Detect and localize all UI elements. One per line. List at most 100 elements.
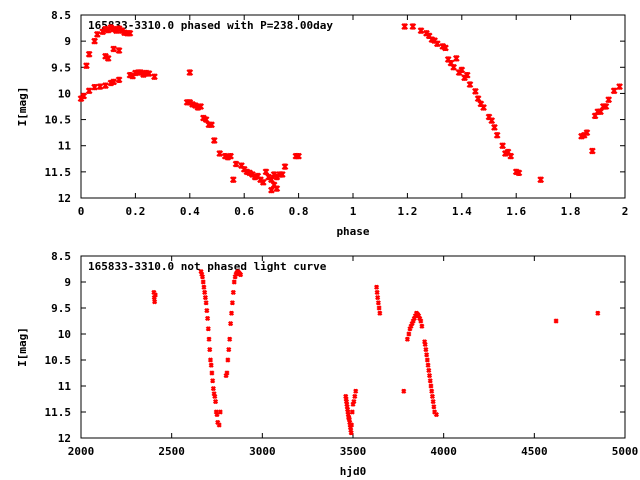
unphased-data-point (216, 422, 222, 428)
phased-data-point (537, 176, 545, 184)
phased-x-axis-label: phase (336, 225, 369, 238)
phased-data-point (85, 87, 93, 95)
phased-data-point (268, 176, 275, 184)
phased-data-point (278, 171, 286, 178)
unphased-data-point (351, 399, 357, 405)
phased-data-point (472, 87, 479, 95)
unphased-data-point (229, 300, 235, 306)
phased-data-point (229, 176, 237, 184)
unphased-data-point (401, 388, 407, 394)
unphased-data-point (374, 289, 380, 295)
phased-data-point (80, 92, 88, 100)
phased-data-point (610, 87, 618, 95)
unphased-data-point (209, 370, 215, 376)
phased-data-point (433, 40, 441, 48)
unphased-data-point (376, 305, 382, 311)
phased-data-point (597, 108, 604, 116)
unphased-data-point (375, 300, 381, 306)
unphased-data-point (429, 393, 436, 399)
unphased-data-point (202, 295, 208, 301)
phased-data-point (110, 45, 118, 53)
phased-data-point (488, 117, 496, 124)
unphased-data-point (207, 347, 213, 353)
phased-data-point (616, 83, 623, 91)
phased-data-point (126, 29, 134, 37)
unphased-data-point (231, 279, 237, 285)
phased-data-point (91, 83, 98, 91)
unphased-data-point (199, 274, 206, 280)
unphased-y-tick-label: 9 (64, 276, 71, 289)
unphased-light-curve-panel: 2000 2500 3000 3500 4000 4500 5000 8.5 9 9.5 10 10.… (16, 250, 638, 478)
phased-y-tick-label: 9 (64, 35, 71, 48)
unphased-data-point (431, 404, 437, 410)
unphased-data-point (426, 373, 433, 379)
unphased-data-point (201, 284, 207, 290)
unphased-data-point (349, 409, 355, 415)
unphased-data-point (152, 299, 158, 305)
unphased-data-point (377, 310, 383, 316)
phased-data-point (210, 137, 218, 144)
phased-data-point (493, 131, 501, 139)
phased-data-point (83, 62, 90, 70)
unphased-data-point (419, 323, 425, 329)
unphased-x-tick-label: 5000 (612, 445, 639, 458)
phased-data-point (115, 76, 123, 84)
phased-x-tick-label: 0 (78, 205, 85, 218)
phased-data-point (91, 37, 98, 45)
phased-data-point (452, 55, 460, 62)
unphased-x-axis-label: hjd0 (340, 465, 367, 478)
unphased-chart-title: 165833-3310.0 not phased light curve (88, 260, 327, 273)
phased-data-point (227, 152, 234, 160)
phased-data-point (417, 27, 425, 35)
unphased-data-point (433, 412, 439, 418)
phased-data-point (104, 55, 112, 62)
phased-data-point (605, 96, 613, 104)
unphased-data-point (203, 300, 209, 306)
phased-y-tick-label: 11.5 (45, 166, 72, 179)
phased-data-point (480, 104, 487, 111)
unphased-data-point (228, 310, 235, 316)
phased-data-point (110, 78, 118, 86)
phased-data-point (202, 116, 210, 123)
phased-data-point (259, 178, 267, 186)
unphased-data-point (237, 272, 244, 278)
phased-x-tick-label: 0.4 (180, 205, 200, 218)
phased-data-point (474, 95, 482, 103)
unphased-y-tick-label: 11 (58, 380, 72, 393)
phased-data-point (450, 63, 458, 71)
unphased-x-tick-label: 4000 (430, 445, 457, 458)
unphased-y-tick-label: 10.5 (45, 354, 72, 367)
phased-x-tick-label: 1.4 (452, 205, 472, 218)
unphased-data-point (204, 308, 210, 314)
phased-data-point (583, 129, 591, 137)
phased-y-tick-label: 11 (58, 140, 72, 153)
phased-x-tick-label: 1.8 (561, 205, 581, 218)
phased-data-point (85, 50, 93, 58)
unphased-data-point (429, 388, 435, 394)
phased-data-point (442, 44, 449, 52)
unphased-data-point (212, 393, 218, 399)
unphased-data-point (204, 315, 211, 321)
unphased-data-point (348, 422, 355, 428)
phased-x-tick-label: 1.6 (506, 205, 526, 218)
unphased-data-point (212, 399, 219, 405)
unphased-y-tick-label: 11.5 (45, 406, 72, 419)
unphased-data-point (424, 357, 430, 363)
unphased-data-point (227, 336, 233, 342)
unphased-x-tick-label: 4500 (521, 445, 548, 458)
unphased-data-point (200, 279, 206, 285)
unphased-data-point (228, 321, 234, 327)
phased-data-point (115, 47, 123, 54)
unphased-data-point (210, 386, 216, 392)
phased-data-point (491, 124, 498, 131)
unphased-y-axis-label: I[mag] (16, 327, 29, 367)
unphased-data-point (353, 388, 359, 394)
phased-y-tick-label: 10 (58, 87, 71, 100)
phased-data-point (466, 81, 474, 88)
unphased-data-point (230, 289, 236, 295)
phased-x-tick-label: 1 (350, 205, 357, 218)
phased-data-point (268, 186, 275, 194)
unphased-data-point (595, 310, 601, 316)
unphased-data-point (208, 362, 214, 368)
unphased-data-point (206, 336, 212, 342)
